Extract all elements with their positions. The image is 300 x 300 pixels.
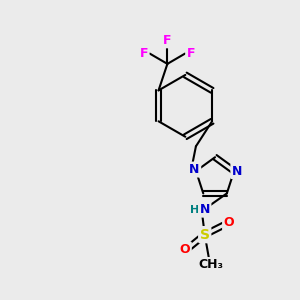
Text: F: F xyxy=(187,47,195,60)
Text: O: O xyxy=(224,216,234,230)
Text: F: F xyxy=(140,47,148,60)
Text: CH₃: CH₃ xyxy=(198,259,223,272)
Text: H: H xyxy=(190,205,199,214)
Text: F: F xyxy=(163,34,172,47)
Text: S: S xyxy=(200,228,210,242)
Text: N: N xyxy=(232,164,242,178)
Text: O: O xyxy=(180,243,190,256)
Text: N: N xyxy=(189,163,200,176)
Text: N: N xyxy=(200,203,210,216)
